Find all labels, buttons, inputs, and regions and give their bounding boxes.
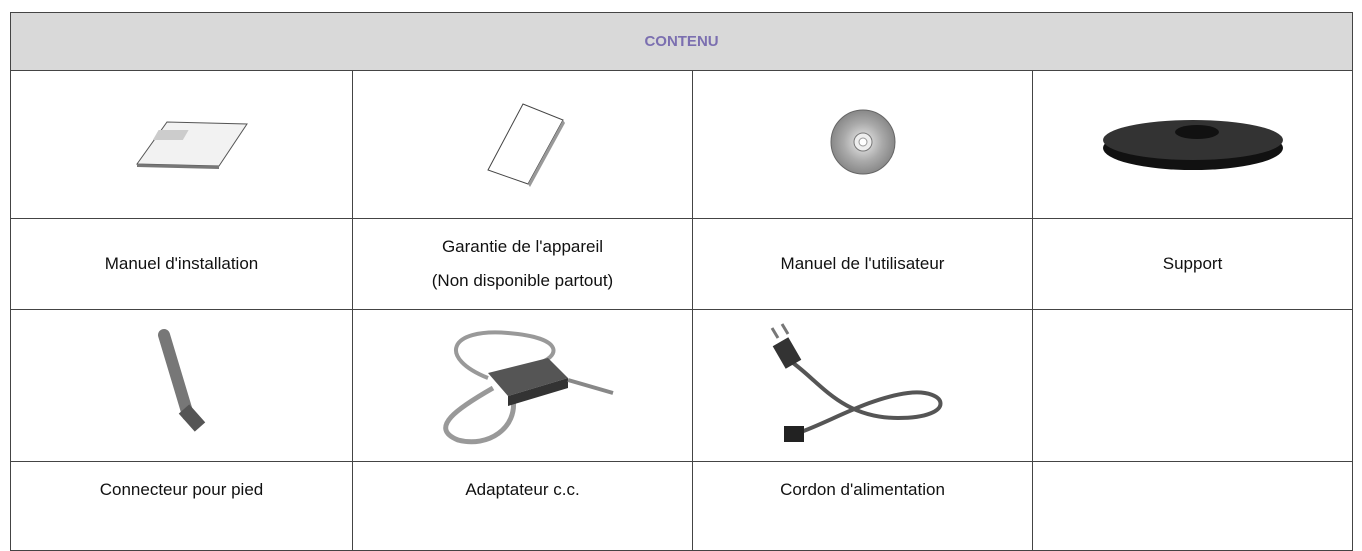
item-label: Cordon d'alimentation [692, 461, 1033, 551]
cd-icon [830, 109, 895, 175]
page: CONTENU Manuel d'installation Garantie d… [9, 12, 1354, 551]
icon-cell [352, 309, 693, 462]
header-title: CONTENU [9, 12, 1354, 71]
warranty-icon [486, 103, 565, 187]
power-cord-icon [770, 323, 942, 442]
item-label: Support [1031, 218, 1354, 310]
label-line: (Non disponible partout) [431, 271, 614, 290]
connector-icon [157, 329, 205, 432]
icon-cell [10, 309, 353, 462]
icon-cell [352, 70, 693, 219]
label-line: Adaptateur c.c. [465, 480, 580, 499]
icon-cell [692, 70, 1033, 219]
adapter-icon [442, 330, 614, 445]
empty-cell [1031, 461, 1354, 551]
item-label: Manuel de l'utilisateur [692, 218, 1033, 310]
empty-cell [1031, 309, 1354, 462]
stand-icon [1102, 120, 1283, 170]
label-line: Garantie de l'appareil [441, 237, 604, 256]
label-line: Cordon d'alimentation [780, 480, 945, 499]
item-label: Connecteur pour pied [10, 461, 353, 551]
label-line: Connecteur pour pied [99, 480, 264, 499]
icon-cell [692, 309, 1033, 462]
item-label: Adaptateur c.c. [352, 461, 693, 551]
contents-table: CONTENU Manuel d'installation Garantie d… [9, 12, 1354, 551]
item-label: Manuel d'installation [10, 218, 353, 310]
icon-cell [1031, 70, 1354, 219]
label-line: Manuel de l'utilisateur [780, 254, 945, 273]
manual-icon [135, 121, 248, 169]
icon-cell [10, 70, 353, 219]
item-label: Garantie de l'appareil (Non disponible pa… [352, 218, 693, 310]
label-line: Manuel d'installation [104, 254, 259, 273]
label-line: Support [1162, 254, 1223, 273]
